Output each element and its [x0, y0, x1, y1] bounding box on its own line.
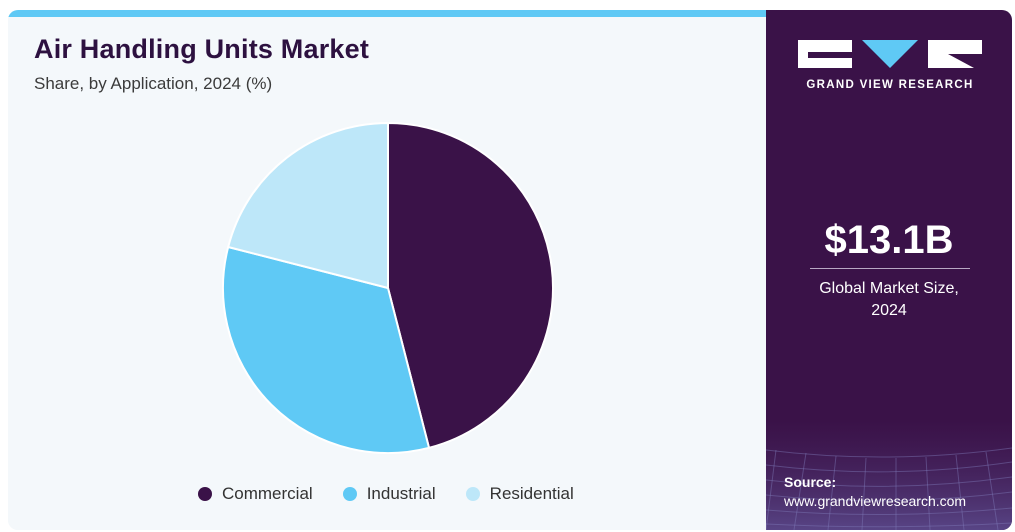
market-size-label-line2: 2024 [871, 302, 907, 319]
chart-legend: Commercial Industrial Residential [198, 484, 604, 504]
legend-item-industrial: Industrial [342, 484, 436, 504]
market-size-label-line1: Global Market Size, [819, 280, 959, 297]
infographic-card: Air Handling Units Market Share, by Appl… [8, 10, 1012, 530]
chart-subtitle: Share, by Application, 2024 (%) [34, 74, 273, 93]
legend-item-residential: Residential [465, 484, 574, 504]
chart-panel: Air Handling Units Market Share, by Appl… [8, 10, 766, 530]
grid-pattern-decor [766, 420, 1012, 530]
pie-slice-industrial [222, 245, 431, 454]
legend-label-industrial: Industrial [366, 484, 436, 503]
chart-title: Air Handling Units Market [34, 34, 370, 64]
legend-label-residential: Residential [489, 484, 574, 503]
brand-name: GRAND VIEW RESEARCH [806, 79, 974, 91]
legend-label-commercial: Commercial [222, 484, 313, 503]
top-accent-bar [8, 10, 766, 17]
legend-swatch-industrial [342, 487, 357, 501]
pie-slice-commercial [387, 121, 554, 450]
pie-chart [222, 121, 554, 454]
source-url[interactable]: www.grandviewresearch.com [784, 493, 967, 509]
legend-swatch-residential [465, 487, 480, 501]
legend-item-commercial: Commercial [198, 484, 313, 504]
grand-view-research-logo [798, 40, 982, 68]
market-size-label: Global Market Size, 2024 [766, 278, 1012, 322]
market-size-value: $13.1B [824, 218, 954, 262]
source-label: Source: [784, 474, 837, 490]
legend-swatch-commercial [198, 487, 212, 501]
pie-slice-residential [226, 121, 389, 290]
kpi-divider [810, 268, 970, 269]
summary-panel: GRAND VIEW RESEARCH $13.1B Global Market… [766, 10, 1012, 530]
